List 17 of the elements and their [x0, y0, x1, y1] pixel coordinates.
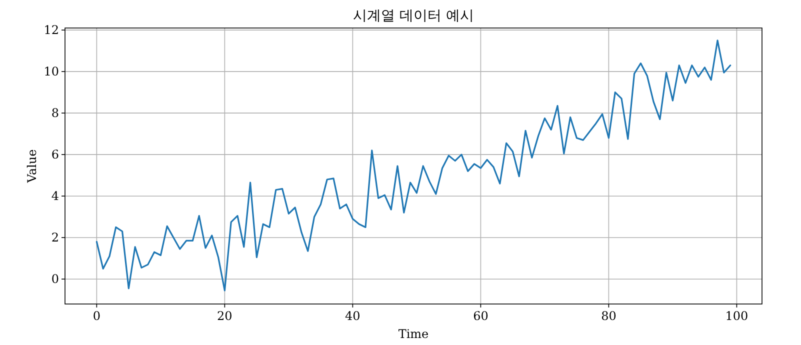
x-tick-label: 100 — [725, 309, 748, 323]
x-tick-label: 0 — [92, 309, 100, 323]
y-tick-label: 6 — [51, 148, 59, 162]
y-tick-label: 12 — [44, 23, 59, 38]
x-tick-label: 80 — [601, 309, 616, 323]
y-tick-label: 2 — [51, 230, 59, 245]
y-tick-label: 4 — [51, 189, 60, 204]
y-tick-label: 8 — [51, 106, 59, 120]
x-tick-label: 40 — [345, 309, 360, 323]
y-axis-title: Value — [25, 149, 39, 184]
x-tick-label: 60 — [473, 309, 488, 323]
y-tick-label: 0 — [51, 272, 59, 286]
line-series — [96, 40, 732, 292]
y-tick-label: 10 — [44, 64, 59, 79]
chart-title: 시계열 데이터 예시 — [353, 8, 474, 24]
x-axis-title: Time — [398, 327, 429, 341]
x-tick-label: 20 — [217, 309, 232, 323]
